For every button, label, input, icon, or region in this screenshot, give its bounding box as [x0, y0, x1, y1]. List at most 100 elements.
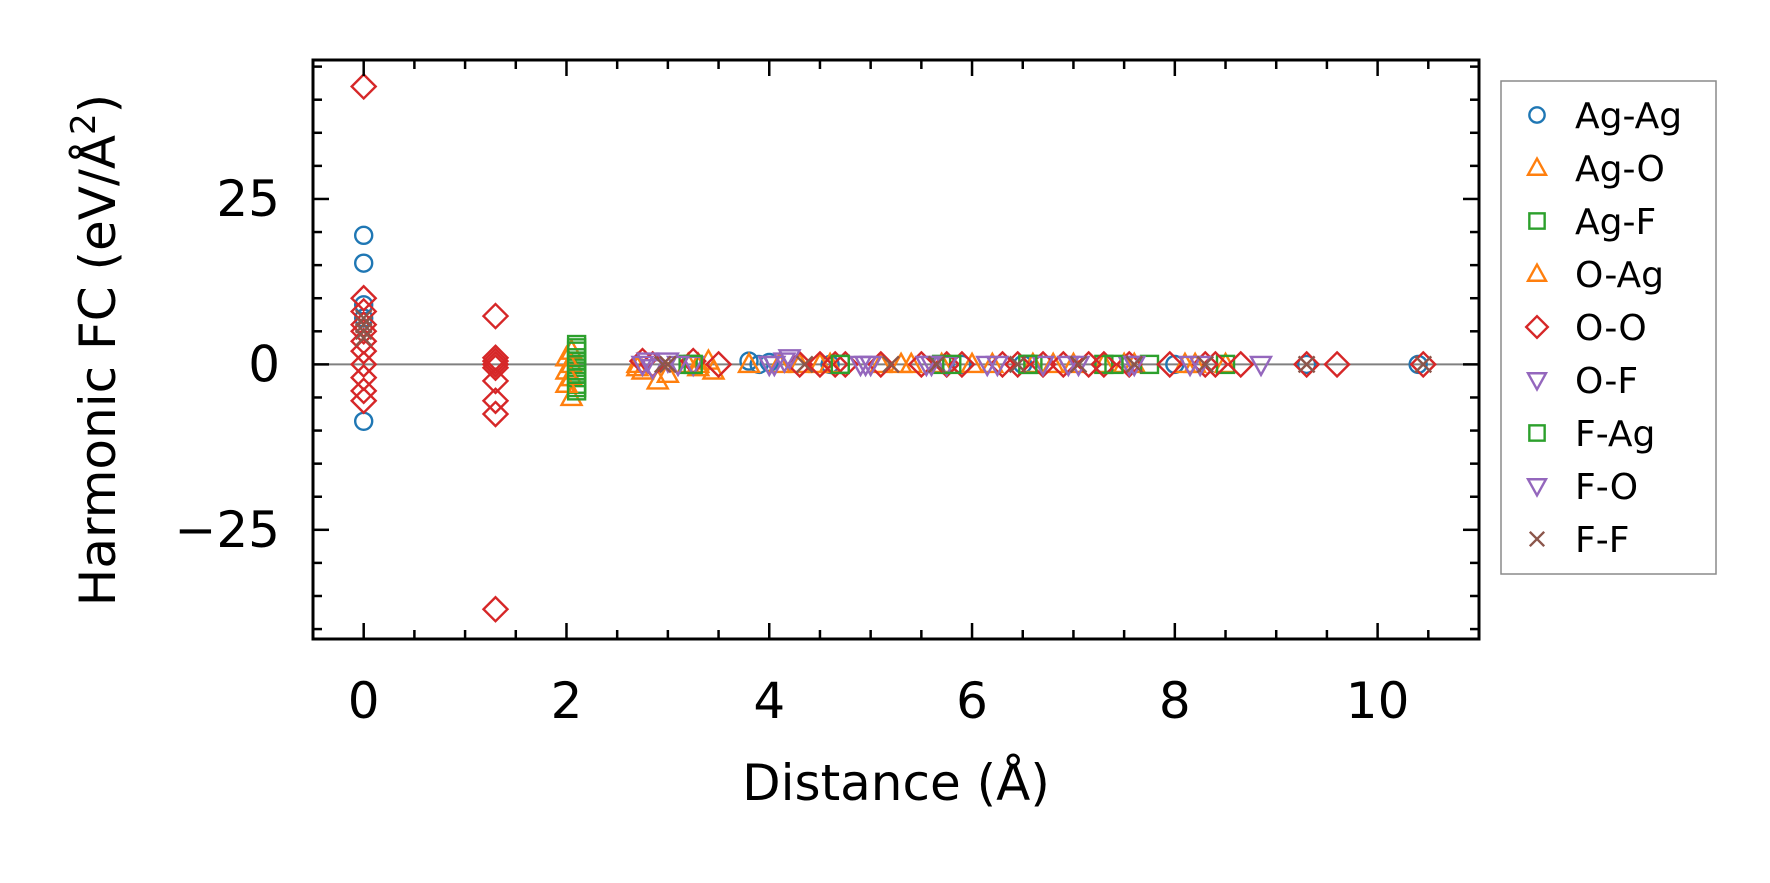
- y-axis-label-close: ): [69, 94, 127, 114]
- data-point-f-o: [635, 352, 660, 375]
- data-point-f-o: [985, 355, 1010, 378]
- legend-marker-ag-f: [1528, 212, 1546, 230]
- y-tick-label: 0: [248, 335, 280, 393]
- legend-entry-o-ag: O-Ag: [1525, 255, 1664, 296]
- legend-label-o-o: O-O: [1575, 308, 1647, 349]
- data-point-ag-f: [1094, 354, 1114, 375]
- data-point-f-f: [1125, 355, 1144, 374]
- x-tick-label: 10: [1346, 672, 1410, 730]
- data-point-ag-ag: [353, 253, 374, 273]
- x-tick-label: 2: [551, 672, 583, 730]
- data-point-f-o: [853, 355, 878, 378]
- x-tick-label: 6: [956, 672, 988, 730]
- data-point-o-ag: [889, 351, 914, 374]
- data-point-f-f: [882, 355, 900, 374]
- series-f-f: [354, 309, 1433, 374]
- legend-label-f-f: F-F: [1575, 520, 1629, 561]
- data-point-f-ag: [830, 354, 850, 375]
- data-point-ag-o: [701, 358, 726, 380]
- legend-label-ag-ag: Ag-Ag: [1575, 96, 1682, 137]
- data-point-f-f: [1297, 355, 1316, 374]
- data-point-o-o: [481, 367, 510, 395]
- y-axis-label: Harmonic FC (eV/Å2): [64, 94, 127, 606]
- legend-entry-ag-ag: Ag-Ag: [1528, 96, 1682, 137]
- data-point-o-f: [1248, 355, 1274, 378]
- y-axis-label-main: Harmonic FC (eV/Å: [69, 135, 127, 606]
- data-point-o-o: [349, 377, 378, 405]
- data-point-o-o: [1323, 350, 1351, 379]
- data-point-o-o: [481, 350, 510, 379]
- data-point-o-f: [655, 352, 680, 375]
- legend-label-ag-f: Ag-F: [1575, 202, 1656, 243]
- legend-label-f-ag: F-Ag: [1575, 414, 1655, 455]
- data-point-o-o: [1409, 350, 1437, 379]
- data-point-f-ag: [566, 364, 587, 385]
- legend-frame: [1500, 80, 1717, 575]
- data-point-o-f: [630, 355, 655, 378]
- legend-entry-f-ag: F-Ag: [1528, 414, 1655, 455]
- data-point-o-o: [907, 350, 936, 379]
- data-point-f-o: [1122, 355, 1147, 378]
- data-point-o-ag: [1041, 351, 1066, 374]
- legend-label-f-o: F-O: [1575, 467, 1638, 508]
- legend-marker-ag-o: [1525, 156, 1549, 176]
- legend-marker-ag-ag: [1528, 106, 1546, 124]
- data-point-o-o: [1156, 350, 1184, 379]
- data-point-o-o: [481, 347, 510, 375]
- legend-marker-o-o: [1524, 314, 1550, 340]
- legend-entry-f-o: F-O: [1525, 467, 1638, 508]
- data-point-o-o: [481, 354, 510, 382]
- data-point-o-o: [704, 350, 733, 379]
- data-point-o-o: [349, 337, 378, 365]
- legend-label-ag-o: Ag-O: [1575, 149, 1665, 190]
- y-tick-label: −25: [174, 501, 280, 559]
- data-point-ag-ag: [353, 225, 374, 246]
- data-point-f-o: [1056, 355, 1081, 378]
- data-point-f-ag: [566, 351, 587, 371]
- data-point-f-f: [1414, 355, 1433, 374]
- data-point-o-o: [481, 595, 510, 623]
- data-point-o-o: [349, 387, 378, 415]
- data-point-f-ag: [566, 338, 587, 358]
- data-point-o-o: [821, 350, 849, 379]
- legend-label-o-f: O-F: [1575, 361, 1638, 402]
- data-point-ag-o: [980, 351, 1005, 374]
- legend-marker-f-f: [1528, 530, 1546, 548]
- data-point-f-f: [354, 322, 373, 341]
- data-point-f-ag: [566, 377, 587, 398]
- data-point-ag-o: [868, 351, 893, 374]
- data-point-o-o: [1003, 350, 1032, 379]
- y-tick-label: 25: [216, 170, 280, 228]
- x-axis-label: Distance (Å): [742, 754, 1050, 812]
- legend-entry-f-f: F-F: [1528, 520, 1629, 561]
- data-point-f-f: [354, 315, 373, 334]
- data-point-o-ag: [1183, 351, 1208, 374]
- data-point-f-f: [354, 309, 373, 327]
- legend-entry-o-f: O-F: [1525, 361, 1638, 402]
- y-axis-label-superscript: 2: [64, 113, 104, 135]
- data-point-f-f: [653, 355, 672, 374]
- data-point-o-o: [349, 284, 378, 312]
- data-point-o-o: [481, 302, 510, 330]
- data-point-o-o: [1090, 350, 1118, 379]
- series-f-o: [635, 349, 1213, 378]
- data-point-f-f: [1008, 355, 1027, 374]
- tick-labels: 0 2 4 6 8 10 −25 0 25: [174, 170, 1409, 730]
- data-point-o-o: [1292, 350, 1321, 379]
- legend-marker-f-o: [1525, 478, 1549, 498]
- data-point-o-o: [349, 317, 378, 345]
- legend: Ag-Ag Ag-O Ag-F O-Ag O-O O-F F-Ag F-O F-F: [1500, 80, 1717, 575]
- x-tick-label: 8: [1159, 672, 1191, 730]
- data-point-o-o: [481, 400, 510, 428]
- x-tick-label: 4: [753, 672, 785, 730]
- legend-marker-f-ag: [1528, 424, 1546, 442]
- plot-area: [311, 58, 1481, 641]
- data-point-f-ag: [1104, 354, 1124, 375]
- data-point-f-o: [665, 355, 691, 378]
- data-point-f-f: [354, 329, 373, 347]
- data-point-o-o: [481, 387, 510, 415]
- data-point-f-ag: [942, 354, 962, 375]
- data-point-o-o: [349, 72, 378, 101]
- data-point-ag-o: [736, 351, 762, 374]
